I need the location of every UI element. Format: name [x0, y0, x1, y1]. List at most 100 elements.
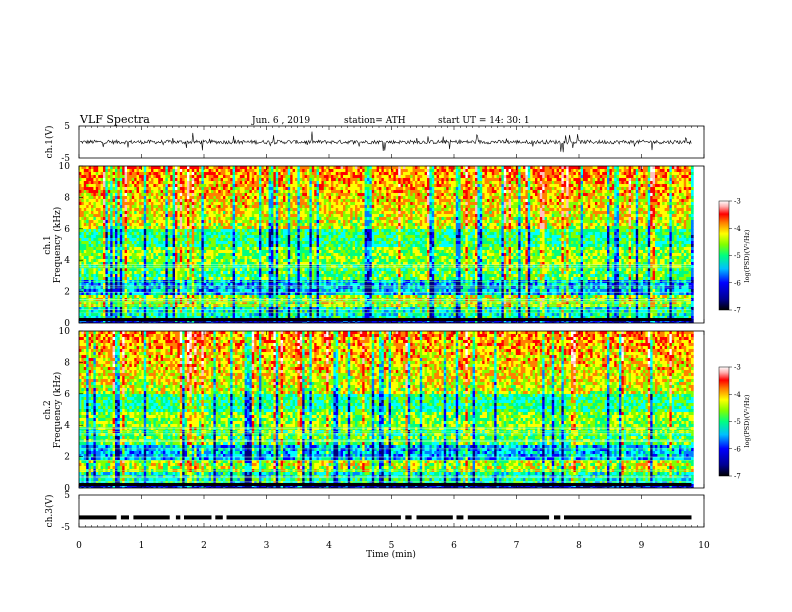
spectrogram-cell: [122, 235, 125, 239]
spectrogram-cell: [280, 322, 284, 323]
spectrogram-cell: [158, 211, 161, 215]
spectrogram-cell: [199, 208, 202, 212]
spectrogram-cell: [232, 223, 236, 227]
spectrogram-cell: [287, 301, 291, 305]
spectrogram-cell: [196, 184, 200, 188]
spectrogram-cell: [103, 181, 106, 185]
spectrogram-cell: [208, 289, 212, 293]
spectrogram-cell: [266, 238, 269, 242]
spectrogram-cell: [297, 316, 301, 320]
spectrogram-cell: [153, 244, 157, 248]
spectrogram-cell: [110, 196, 113, 200]
spectrogram-cell: [199, 187, 202, 191]
spectrogram-cell: [105, 232, 109, 236]
spectrogram-cell: [115, 250, 118, 254]
spectrogram-cell: [93, 241, 97, 245]
spectrogram-cell: [153, 169, 157, 173]
spectrogram-cell: [297, 184, 301, 188]
spectrogram-cell: [242, 316, 245, 320]
spectrogram-cell: [259, 310, 262, 314]
spectrogram-cell: [235, 193, 238, 197]
spectrogram-cell: [297, 211, 301, 215]
spectrogram-cell: [266, 277, 269, 281]
spectrogram-cell: [163, 235, 166, 239]
spectrogram-cell: [127, 262, 130, 266]
spectrogram-cell: [148, 301, 152, 305]
spectrogram-cell: [292, 184, 296, 188]
spectrogram-cell: [266, 190, 269, 194]
spectrogram-cell: [124, 307, 128, 311]
spectrogram-cell: [112, 226, 116, 230]
spectrogram-cell: [83, 235, 87, 239]
spectrogram-cell: [81, 304, 85, 308]
spectrogram-cell: [139, 217, 142, 221]
spectrogram-cell: [122, 238, 125, 242]
spectrogram-cell: [297, 217, 301, 221]
spectrogram-cell: [177, 208, 181, 212]
spectrogram-cell: [292, 193, 296, 197]
spectrogram-cell: [249, 235, 253, 239]
spectrogram-cell: [208, 181, 212, 185]
spectrogram-cell: [172, 175, 176, 179]
spectrogram-cell: [290, 235, 293, 239]
spectrogram-cell: [191, 313, 195, 317]
spectrogram-cell: [203, 235, 207, 239]
spectrogram-cell: [220, 211, 224, 215]
spectrogram-cell: [91, 169, 94, 173]
spectrogram-cell: [105, 313, 109, 317]
spectrogram-cell: [158, 241, 161, 245]
spectrogram-cell: [95, 322, 99, 323]
spectrogram-cell: [266, 322, 269, 323]
spectrogram-cell: [170, 229, 173, 233]
spectrogram-cell: [160, 307, 164, 311]
spectrogram-cell: [177, 172, 181, 176]
spectrogram-cell: [115, 166, 118, 170]
spectrogram-cell: [148, 181, 152, 185]
spectrogram-cell: [93, 256, 97, 260]
spectrogram-cell: [151, 283, 154, 287]
spectrogram-cell: [182, 199, 185, 203]
spectrogram-cell: [95, 289, 99, 293]
spectrogram-cell: [211, 250, 214, 254]
spectrogram-cell: [256, 271, 260, 275]
spectrogram-cell: [232, 301, 236, 305]
spectrogram-cell: [261, 256, 265, 260]
spectrogram-cell: [158, 166, 161, 170]
spectrogram-cell: [177, 277, 181, 281]
spectrogram-cell: [196, 304, 200, 308]
spectrogram-cell: [208, 295, 212, 299]
spectrogram-cell: [146, 295, 149, 299]
spectrogram-cell: [127, 214, 130, 218]
spectrogram-cell: [148, 217, 152, 221]
spectrogram-cell: [146, 217, 149, 221]
spectrogram-cell: [136, 178, 140, 182]
spectrogram-cell: [232, 250, 236, 254]
spectrogram-cell: [91, 217, 94, 221]
spectrogram-cell: [211, 316, 214, 320]
spectrogram-cell: [81, 241, 85, 245]
spectrogram-cell: [143, 172, 147, 176]
spectrogram-cell: [98, 220, 101, 224]
spectrogram-cell: [225, 178, 229, 182]
spectrogram-cell: [119, 226, 123, 230]
spectrogram-cell: [153, 307, 157, 311]
spectrogram-cell: [83, 244, 87, 248]
spectrogram-cell: [172, 196, 176, 200]
spectrogram-cell: [239, 226, 243, 230]
spectrogram-cell: [285, 310, 289, 314]
spectrogram-cell: [263, 205, 267, 209]
spectrogram-cell: [199, 181, 202, 185]
spectrogram-cell: [119, 244, 123, 248]
spectrogram-cell: [208, 217, 212, 221]
spectrogram-cell: [247, 193, 250, 197]
spectrogram-cell: [292, 304, 296, 308]
spectrogram-cell: [81, 211, 85, 215]
spectrogram-cell: [261, 322, 265, 323]
spectrogram-cell: [105, 208, 109, 212]
spectrogram-cell: [251, 268, 255, 272]
spectrogram-cell: [271, 220, 274, 224]
spectrogram-cell: [127, 223, 130, 227]
spectrogram-cell: [268, 259, 272, 263]
spectrogram-cell: [81, 217, 85, 221]
spectrogram-cell: [191, 241, 195, 245]
